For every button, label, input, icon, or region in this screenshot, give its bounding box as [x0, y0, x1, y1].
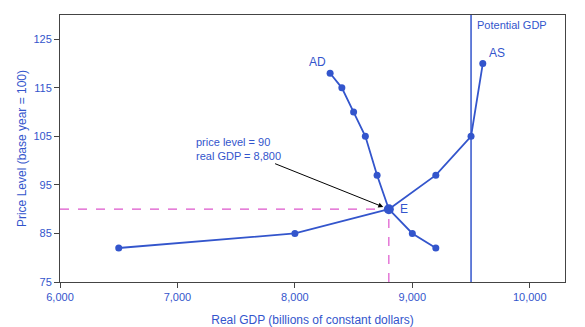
svg-text:125: 125: [33, 33, 51, 45]
svg-text:Real GDP (billions of constant: Real GDP (billions of constant dollars): [211, 313, 414, 327]
svg-text:Potential GDP: Potential GDP: [477, 19, 547, 31]
svg-text:115: 115: [34, 82, 52, 94]
svg-text:9,000: 9,000: [399, 291, 427, 303]
svg-text:AD: AD: [309, 55, 326, 69]
svg-text:8,000: 8,000: [281, 291, 309, 303]
svg-text:Price Level (base year = 100): Price Level (base year = 100): [15, 70, 29, 227]
svg-text:AS: AS: [489, 46, 505, 60]
svg-text:10,000: 10,000: [513, 291, 547, 303]
svg-text:E: E: [400, 202, 408, 216]
svg-text:7,000: 7,000: [164, 291, 192, 303]
svg-text:6,000: 6,000: [46, 291, 74, 303]
svg-text:85: 85: [40, 227, 52, 239]
svg-text:price level = 90real GDP = 8,8: price level = 90real GDP = 8,800: [196, 136, 281, 162]
svg-text:95: 95: [40, 179, 52, 191]
svg-text:75: 75: [40, 276, 52, 288]
svg-text:105: 105: [33, 130, 51, 142]
